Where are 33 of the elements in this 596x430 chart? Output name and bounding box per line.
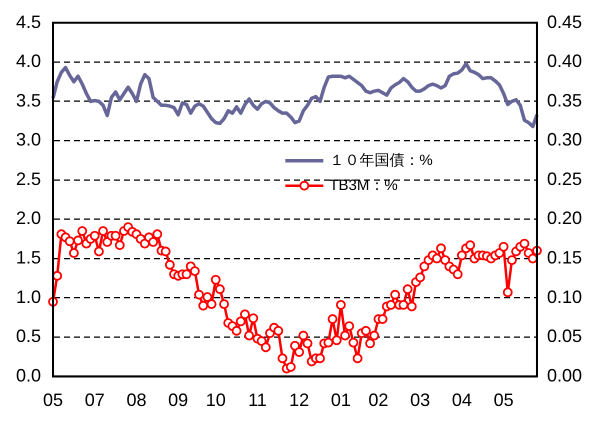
x-tick-label: 04	[452, 390, 472, 410]
y2-tick-label: 0.05	[546, 326, 582, 346]
y-tick-label: 4.5	[16, 12, 42, 32]
y-tick-label: 2.5	[16, 168, 42, 189]
y-tick-label: 3.0	[16, 130, 42, 150]
y2-tick-label: 0.45	[546, 12, 582, 32]
x-tick-label: 05	[43, 390, 64, 410]
x-tick-label: 09	[168, 390, 188, 410]
y-tick-label: 4.0	[16, 51, 42, 72]
y2-tick-label: 0.25	[546, 168, 582, 189]
x-tick-label: 08	[126, 390, 146, 410]
y-tick-label: 3.5	[16, 90, 42, 110]
x-tick-label: 01	[330, 390, 351, 410]
y2-tick-label: 0.15	[546, 248, 582, 268]
x-tick-label: 05	[494, 390, 514, 410]
y-tick-label: 1.5	[16, 248, 42, 268]
y2-tick-label: 0.10	[546, 286, 582, 307]
y2-tick-label: 0.00	[546, 365, 582, 386]
legend-label: １０年国債：%	[329, 152, 433, 169]
y2-tick-label: 0.30	[546, 130, 582, 150]
x-tick-label: 02	[368, 390, 388, 410]
y2-tick-label: 0.40	[546, 51, 582, 72]
x-tick-label: 03	[410, 390, 430, 410]
y-tick-label: 0.5	[16, 326, 42, 346]
x-tick-label: 12	[289, 390, 310, 410]
y2-tick-label: 0.20	[546, 208, 582, 228]
x-tick-label: 10	[206, 390, 226, 410]
x-tick-label: 07	[84, 390, 105, 410]
y-tick-label: 2.0	[16, 208, 42, 228]
x-tick-label: 11	[248, 390, 267, 410]
y-tick-label: 0.0	[16, 365, 42, 386]
y2-tick-label: 0.35	[546, 90, 582, 110]
y-tick-label: 1.0	[16, 286, 42, 307]
